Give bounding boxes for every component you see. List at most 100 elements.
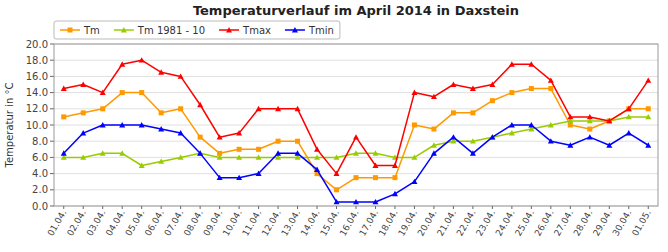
grid-line bbox=[54, 108, 658, 109]
series-line bbox=[64, 117, 649, 166]
legend-label: Tmin bbox=[308, 25, 334, 36]
series-marker bbox=[528, 122, 534, 127]
legend-label: Tm bbox=[83, 25, 100, 36]
series-marker bbox=[470, 110, 475, 115]
series-marker bbox=[197, 102, 203, 107]
x-tick bbox=[531, 206, 532, 209]
series-marker bbox=[392, 175, 397, 180]
series-marker bbox=[450, 134, 456, 139]
series-marker bbox=[392, 163, 398, 168]
series-marker bbox=[626, 114, 632, 119]
x-tick bbox=[83, 206, 84, 209]
grid-line bbox=[54, 141, 658, 142]
series-marker bbox=[198, 135, 203, 140]
plot-frame bbox=[54, 44, 658, 206]
grid-line bbox=[54, 92, 658, 93]
x-tick bbox=[609, 206, 610, 209]
y-tick-label: 16.0 bbox=[26, 71, 48, 82]
series-marker bbox=[100, 90, 106, 95]
series-marker bbox=[236, 154, 242, 159]
x-tick bbox=[472, 206, 473, 209]
x-tick bbox=[141, 206, 142, 209]
series-marker bbox=[646, 106, 651, 111]
legend: Tm Tm 1981 - 10 Tmax Tmin bbox=[54, 21, 340, 39]
series-marker bbox=[178, 130, 184, 135]
series-marker bbox=[489, 82, 495, 87]
series-marker bbox=[80, 130, 86, 135]
series-marker bbox=[548, 122, 554, 127]
x-tick bbox=[628, 206, 629, 209]
series-marker bbox=[587, 114, 593, 119]
series-marker bbox=[217, 175, 223, 180]
series-marker bbox=[314, 154, 320, 159]
series-line bbox=[64, 89, 649, 190]
series-marker bbox=[197, 150, 203, 155]
series-marker bbox=[100, 106, 105, 111]
x-tick bbox=[102, 206, 103, 209]
series-marker bbox=[606, 118, 612, 123]
x-tick bbox=[356, 206, 357, 209]
series-marker bbox=[139, 122, 145, 127]
series-marker bbox=[334, 187, 339, 192]
series-marker bbox=[275, 150, 281, 155]
series-marker bbox=[411, 154, 417, 159]
y-tick-label: 4.0 bbox=[32, 168, 48, 179]
y-tick bbox=[50, 108, 54, 109]
series-marker bbox=[412, 123, 417, 128]
series-marker bbox=[470, 138, 476, 143]
x-tick bbox=[239, 206, 240, 209]
series-marker bbox=[80, 82, 86, 87]
x-tick bbox=[278, 206, 279, 209]
x-tick bbox=[297, 206, 298, 209]
legend-marker bbox=[226, 27, 232, 32]
series-marker bbox=[158, 158, 164, 163]
series-marker bbox=[295, 139, 300, 144]
series-marker bbox=[334, 171, 340, 176]
series-marker bbox=[431, 127, 436, 132]
series-marker bbox=[120, 90, 125, 95]
legend-box bbox=[54, 21, 340, 39]
y-tick bbox=[50, 125, 54, 126]
y-tick-label: 12.0 bbox=[26, 103, 48, 114]
series-marker bbox=[353, 134, 359, 139]
series-marker bbox=[237, 147, 242, 152]
y-tick bbox=[50, 60, 54, 61]
series-marker bbox=[587, 127, 592, 132]
series-marker bbox=[373, 175, 378, 180]
series-marker bbox=[354, 175, 359, 180]
series-marker bbox=[80, 154, 86, 159]
legend-marker bbox=[292, 27, 298, 32]
series-marker bbox=[119, 122, 125, 127]
series-marker bbox=[626, 106, 632, 111]
series-marker bbox=[626, 130, 632, 135]
series-marker bbox=[139, 90, 144, 95]
legend-marker bbox=[68, 28, 73, 33]
series-marker bbox=[139, 57, 145, 62]
series-marker bbox=[158, 126, 164, 131]
y-tick-label: 14.0 bbox=[26, 87, 48, 98]
series-marker bbox=[470, 86, 476, 91]
series-marker bbox=[100, 122, 106, 127]
series-marker bbox=[431, 94, 437, 99]
series-marker bbox=[450, 82, 456, 87]
series-marker bbox=[158, 69, 164, 74]
series-marker bbox=[119, 61, 125, 66]
y-tick bbox=[50, 157, 54, 158]
x-tick bbox=[200, 206, 201, 209]
series-marker bbox=[334, 154, 340, 159]
legend-label: Tm 1981 - 10 bbox=[137, 25, 205, 36]
series-marker bbox=[548, 86, 553, 91]
series-marker bbox=[606, 142, 612, 147]
series-line bbox=[64, 125, 649, 202]
series-marker bbox=[61, 150, 67, 155]
chart: Temperaturverlauf im April 2014 in Daxst… bbox=[0, 0, 668, 252]
x-tick bbox=[122, 206, 123, 209]
series-marker bbox=[236, 130, 242, 135]
y-tick-label: 8.0 bbox=[32, 136, 48, 147]
series-marker bbox=[217, 154, 223, 159]
series-marker bbox=[256, 154, 262, 159]
grid-line bbox=[54, 60, 658, 61]
series-marker bbox=[645, 114, 651, 119]
legend-label: Tmax bbox=[242, 25, 271, 36]
series-marker bbox=[411, 179, 417, 184]
